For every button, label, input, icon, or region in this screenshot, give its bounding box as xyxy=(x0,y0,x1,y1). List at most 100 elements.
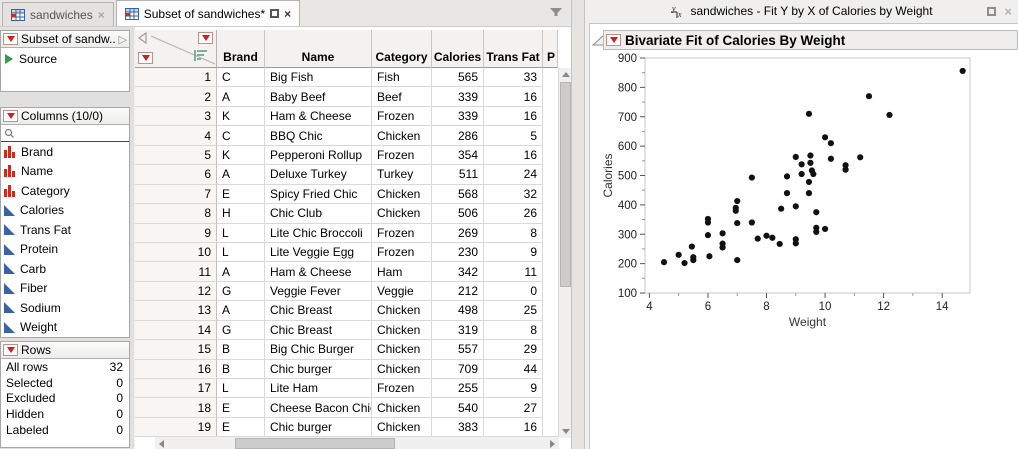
data-point[interactable] xyxy=(842,162,849,169)
column-item[interactable]: Protein xyxy=(1,240,129,260)
red-triangle-menu-icon[interactable] xyxy=(3,344,18,356)
cell[interactable]: Chic burger xyxy=(265,417,372,438)
column-item[interactable]: Calories xyxy=(1,201,129,221)
cell[interactable]: 540 xyxy=(432,398,484,418)
red-triangle-menu-icon[interactable] xyxy=(606,34,621,46)
cell[interactable]: 506 xyxy=(432,204,484,224)
data-point[interactable] xyxy=(719,230,726,237)
cell[interactable]: 32 xyxy=(484,184,543,205)
cell[interactable]: 16 xyxy=(484,106,543,127)
cell[interactable]: 29 xyxy=(484,340,543,360)
tab-close-icon[interactable]: × xyxy=(284,6,292,21)
horizontal-scrollbar[interactable] xyxy=(155,436,559,449)
cell[interactable]: 27 xyxy=(484,398,543,418)
columns-search-input[interactable] xyxy=(1,125,129,142)
row-number-cell[interactable]: 18 xyxy=(135,398,217,418)
cell[interactable]: B xyxy=(217,340,265,360)
cell[interactable]: A xyxy=(217,262,265,282)
cell[interactable]: E xyxy=(217,417,265,438)
cell[interactable]: 11 xyxy=(484,262,543,282)
data-point[interactable] xyxy=(798,161,805,168)
column-header[interactable]: Brand xyxy=(217,30,265,68)
row-number-cell[interactable]: 7 xyxy=(135,184,217,205)
cell[interactable]: Chicken xyxy=(372,320,432,341)
data-point[interactable] xyxy=(776,240,783,248)
cell[interactable]: 9 xyxy=(484,379,543,399)
cell[interactable]: Chicken xyxy=(372,126,432,146)
column-item[interactable]: Trans Fat xyxy=(1,220,129,240)
data-point[interactable] xyxy=(798,170,805,178)
cell[interactable]: Chicken xyxy=(372,340,432,360)
cell[interactable]: A xyxy=(217,165,265,185)
data-point[interactable] xyxy=(688,243,695,250)
data-point[interactable] xyxy=(783,190,791,197)
cell[interactable]: A xyxy=(217,301,265,321)
row-number-cell[interactable]: 4 xyxy=(135,126,217,146)
cell[interactable]: L xyxy=(217,223,265,243)
report-window-titlebar[interactable]: y x sandwiches - Fit Y by X of Calories … xyxy=(585,0,1018,22)
cell[interactable]: BBQ Chic xyxy=(265,126,372,146)
cell[interactable]: Ham & Cheese xyxy=(265,106,372,127)
data-point[interactable] xyxy=(810,170,817,178)
vertical-scrollbar[interactable] xyxy=(558,68,571,438)
cell[interactable]: 342 xyxy=(432,262,484,282)
cell[interactable]: Beef xyxy=(372,87,432,107)
data-point[interactable] xyxy=(805,190,813,197)
cell[interactable]: 16 xyxy=(484,87,543,107)
data-point[interactable] xyxy=(783,173,791,180)
cell[interactable]: Chicken xyxy=(372,359,432,379)
data-point[interactable] xyxy=(778,205,785,212)
cell[interactable]: 5 xyxy=(484,126,543,146)
cell[interactable]: 568 xyxy=(432,184,484,205)
cell[interactable]: L xyxy=(217,242,265,263)
row-number-cell[interactable]: 15 xyxy=(135,340,217,360)
cell[interactable]: Chic Breast xyxy=(265,301,372,321)
cell[interactable]: 557 xyxy=(432,340,484,360)
cell[interactable]: 212 xyxy=(432,281,484,302)
tab-sandwiches[interactable]: sandwiches × xyxy=(2,2,114,26)
row-number-cell[interactable]: 14 xyxy=(135,320,217,341)
window-splitter[interactable] xyxy=(571,0,585,449)
data-point[interactable] xyxy=(959,67,966,75)
column-item[interactable]: Brand xyxy=(1,142,129,162)
data-point[interactable] xyxy=(690,257,697,264)
rows-red-triangle-icon[interactable] xyxy=(138,52,153,64)
column-header[interactable]: P xyxy=(543,30,558,68)
data-point[interactable] xyxy=(660,259,668,266)
column-header[interactable]: Calories xyxy=(432,30,484,68)
source-script-item[interactable]: Source xyxy=(1,48,129,70)
cell[interactable]: Chicken xyxy=(372,184,432,205)
cell[interactable]: A xyxy=(217,87,265,107)
cell[interactable]: B xyxy=(217,359,265,379)
tab-overflow-funnel-icon[interactable] xyxy=(549,5,563,18)
cell[interactable]: 286 xyxy=(432,126,484,146)
cell[interactable]: Chicken xyxy=(372,398,432,418)
data-point[interactable] xyxy=(792,240,799,247)
tab-maximize-icon[interactable] xyxy=(270,9,280,18)
cell[interactable]: Chicken xyxy=(372,301,432,321)
cell[interactable]: Ham & Cheese xyxy=(265,262,372,282)
tab-close-icon[interactable]: × xyxy=(97,7,105,22)
cell[interactable]: G xyxy=(217,320,265,341)
cell[interactable]: G xyxy=(217,281,265,302)
data-point[interactable] xyxy=(681,259,688,267)
cell[interactable]: 44 xyxy=(484,359,543,379)
cell[interactable]: Frozen xyxy=(372,106,432,127)
cell[interactable]: Ham xyxy=(372,262,432,282)
row-number-cell[interactable]: 3 xyxy=(135,106,217,127)
run-script-icon[interactable] xyxy=(5,54,13,64)
data-point[interactable] xyxy=(792,153,799,161)
cell[interactable]: 339 xyxy=(432,106,484,127)
cell[interactable]: Spicy Fried Chic xyxy=(265,184,372,205)
row-number-cell[interactable]: 13 xyxy=(135,301,217,321)
cell[interactable]: Big Chic Burger xyxy=(265,340,372,360)
data-point[interactable] xyxy=(813,209,820,216)
cell[interactable]: 8 xyxy=(484,223,543,243)
cell[interactable]: 383 xyxy=(432,417,484,438)
row-number-cell[interactable]: 1 xyxy=(135,68,217,88)
cell[interactable]: 255 xyxy=(432,379,484,399)
row-number-cell[interactable]: 9 xyxy=(135,223,217,243)
row-number-cell[interactable]: 12 xyxy=(135,281,217,302)
columns-red-triangle-icon[interactable] xyxy=(198,32,213,44)
expand-arrow-icon[interactable]: ▷ xyxy=(118,33,127,46)
